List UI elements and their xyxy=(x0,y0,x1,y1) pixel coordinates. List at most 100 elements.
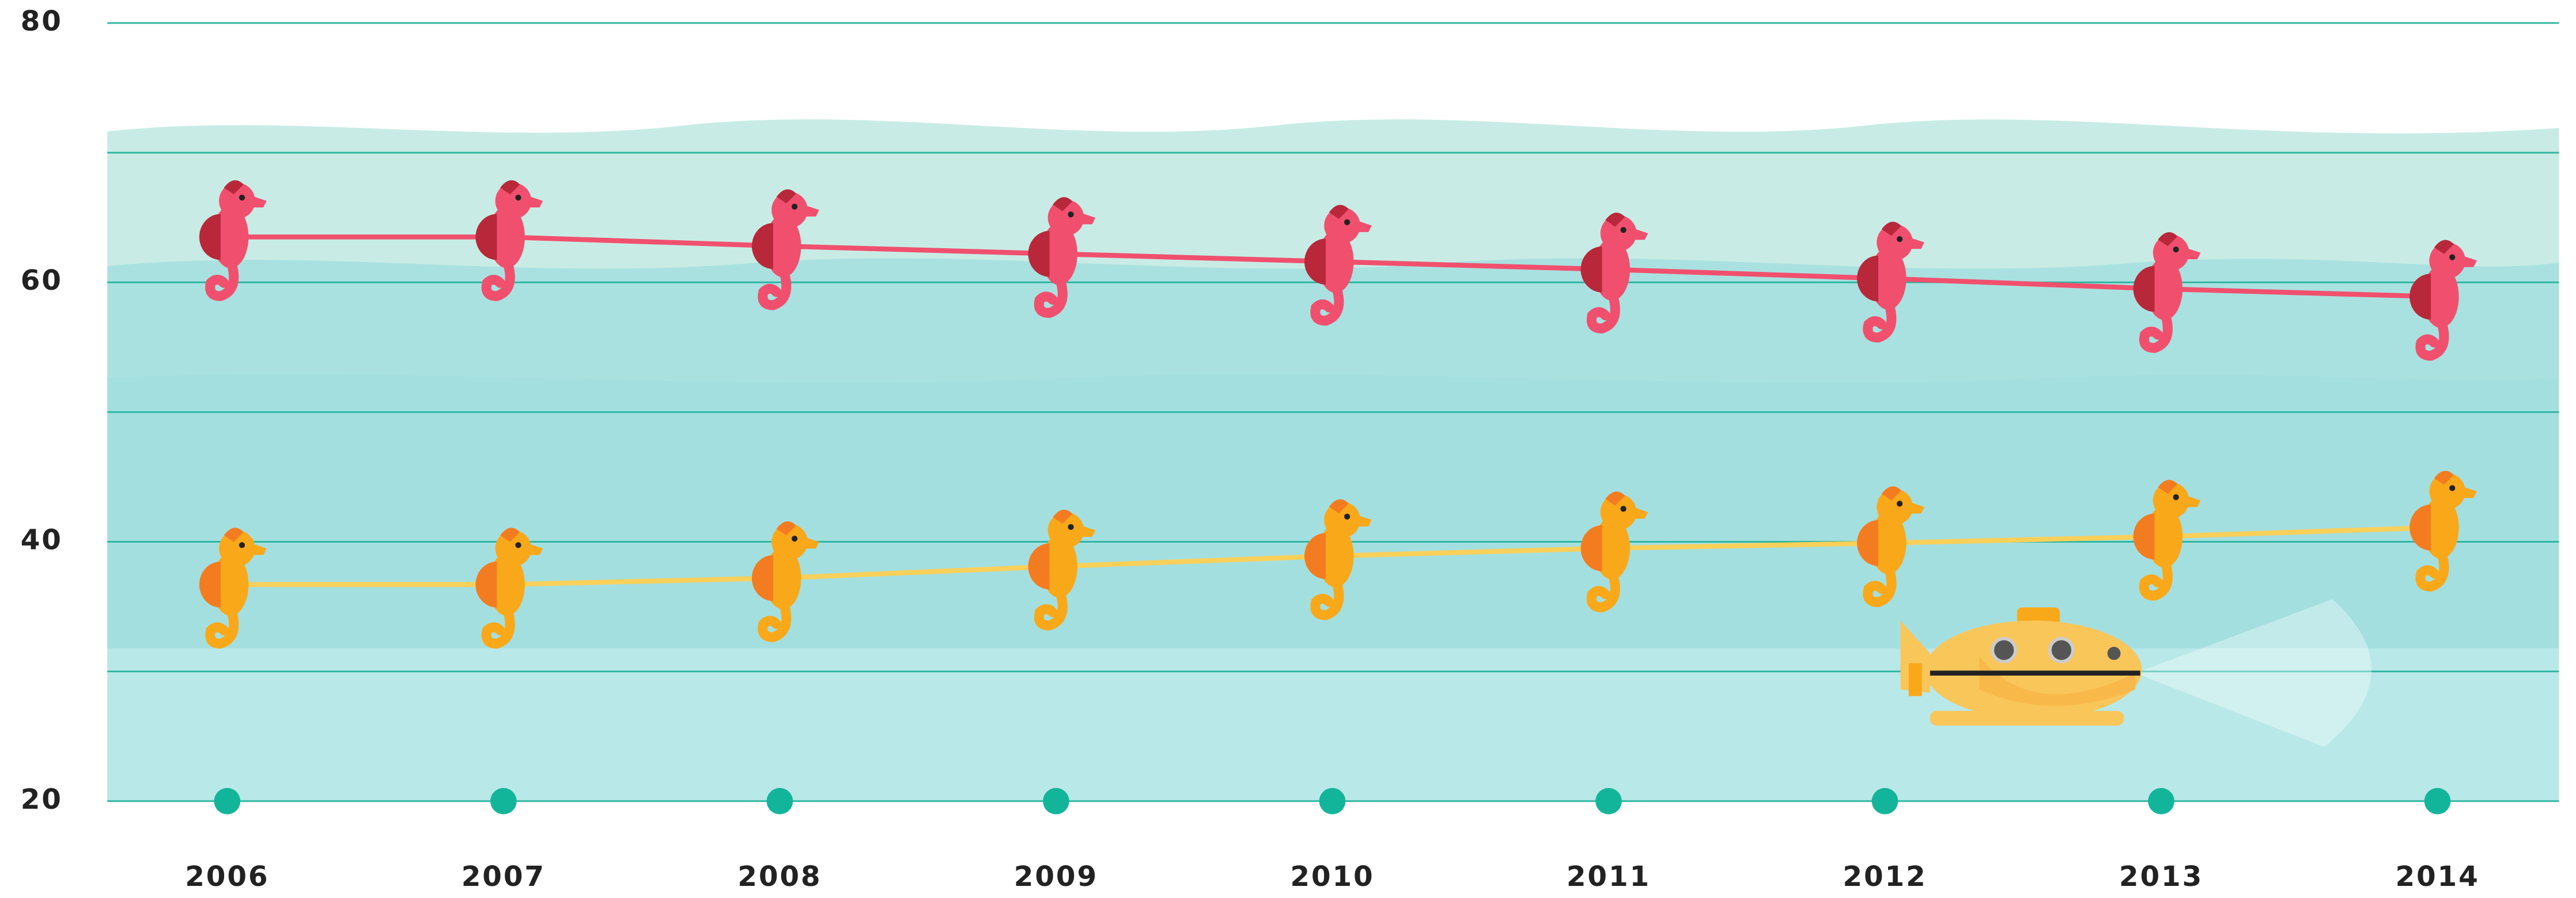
seahorse-marker xyxy=(1028,509,1096,631)
seahorse-marker xyxy=(199,528,267,649)
grid: 20 40 60 80 2006 2007 2008 2009 2010 2011 2012 2013… xyxy=(21,5,2559,893)
seahorse-crest xyxy=(776,521,796,536)
seahorse-head xyxy=(2429,473,2466,510)
seahorse-tail xyxy=(2415,545,2449,592)
seahorse-head xyxy=(1877,488,1913,525)
seahorse-marker xyxy=(1028,197,1096,318)
y-tick-label: 20 xyxy=(21,783,63,816)
seahorse-snout xyxy=(799,203,819,217)
seahorse-tail xyxy=(1863,561,1897,607)
base-dot xyxy=(214,788,241,814)
seahorse-head xyxy=(1600,215,1637,252)
seahorse-fin xyxy=(751,555,773,601)
seahorse-tail xyxy=(2139,554,2173,601)
seahorse-head xyxy=(495,530,532,567)
seahorse-eye xyxy=(1620,227,1626,233)
seahorse-eye xyxy=(1344,513,1351,520)
seahorse-snout xyxy=(1904,236,1924,249)
seahorse-head xyxy=(2429,242,2466,279)
seahorse-crest xyxy=(2158,479,2178,494)
seahorse-body xyxy=(765,215,801,278)
seahorse-tail xyxy=(2415,315,2449,361)
seahorse-snout xyxy=(2457,484,2477,498)
y-tick-label: 80 xyxy=(21,5,63,37)
base-dot xyxy=(1871,788,1898,814)
seahorse-fin xyxy=(1580,246,1602,293)
seahorse-fin xyxy=(199,561,221,608)
seahorse-head xyxy=(1600,494,1637,531)
seahorse-crest xyxy=(1053,509,1073,524)
seahorse-body xyxy=(1594,238,1631,301)
seahorse-crest xyxy=(1329,204,1349,219)
seahorse-head xyxy=(2153,482,2189,519)
y-tick-label: 40 xyxy=(21,524,63,556)
seahorse-crest xyxy=(1605,213,1625,227)
seahorse-body xyxy=(1594,517,1631,579)
base-dot xyxy=(2148,788,2174,814)
seahorse-snout xyxy=(1904,500,1924,514)
seahorse-head xyxy=(771,192,808,228)
seahorse-eye xyxy=(2173,494,2179,501)
base-dot xyxy=(1043,788,1069,814)
x-tick-label: 2010 xyxy=(1290,861,1374,893)
seahorse-snout xyxy=(1076,524,1096,537)
seahorse-body xyxy=(2146,505,2183,568)
seahorse-crest xyxy=(1329,499,1349,514)
seahorse-head xyxy=(1047,199,1084,236)
seahorse-tail xyxy=(758,596,792,642)
seahorse-eye xyxy=(1344,219,1351,225)
seahorse-fin xyxy=(1857,255,1879,302)
base-dot xyxy=(1319,788,1346,814)
seahorse-fin xyxy=(1304,238,1326,285)
seahorse-snout xyxy=(1628,505,1648,519)
seahorse-eye xyxy=(791,536,798,542)
seahorse-crest xyxy=(2434,240,2454,254)
base-dot xyxy=(490,788,517,814)
x-tick-label: 2013 xyxy=(2119,861,2203,893)
seahorse-fin xyxy=(475,214,497,260)
seahorse-body xyxy=(765,547,801,609)
seahorse-eye xyxy=(1068,524,1074,531)
seahorse-tail xyxy=(1310,574,1344,620)
seahorse-snout xyxy=(247,541,267,555)
seahorse-marker xyxy=(1580,491,1648,612)
x-tick-label: 2012 xyxy=(1843,861,1927,893)
seahorse-marker xyxy=(2133,232,2201,353)
x-tick-label: 2006 xyxy=(185,861,269,893)
seahorse-crest xyxy=(224,528,244,542)
seahorse-fin xyxy=(1857,520,1879,566)
seahorse-tail xyxy=(1586,566,1620,612)
x-tick-label: 2008 xyxy=(737,861,822,893)
seahorse-body xyxy=(2422,265,2459,328)
seahorse-head xyxy=(771,524,808,560)
seahorse-body xyxy=(489,206,525,268)
x-tick-label: 2009 xyxy=(1014,861,1098,893)
seahorse-eye xyxy=(2449,485,2456,491)
seahorse-eye xyxy=(515,194,521,201)
seahorse-fin xyxy=(1028,543,1050,590)
seahorse-head xyxy=(495,183,532,219)
seahorse-snout xyxy=(2181,494,2201,507)
seahorse-eye xyxy=(1897,236,1903,243)
submarine xyxy=(1900,599,2372,747)
seahorse-body xyxy=(212,206,249,268)
seahorse-snout xyxy=(523,194,543,208)
seahorse-snout xyxy=(1352,513,1372,526)
seahorse-marker xyxy=(1304,499,1372,620)
seahorse-crest xyxy=(1881,221,1902,236)
seahorse-tail xyxy=(1586,287,1620,334)
seahorse-head xyxy=(2153,234,2189,271)
seahorse-fin xyxy=(2409,504,2431,551)
seahorse-head xyxy=(1324,207,1360,244)
base-dot xyxy=(2424,788,2451,814)
seahorse-eye xyxy=(515,542,521,548)
seahorse-fin xyxy=(751,223,773,270)
seahorse-marker xyxy=(2133,479,2201,601)
seahorse-tail xyxy=(1310,279,1344,326)
seahorse-fin xyxy=(2133,266,2155,312)
seahorse-crest xyxy=(224,180,244,195)
seahorse-crest xyxy=(776,189,796,204)
seahorse-fin xyxy=(1580,525,1602,571)
seahorse-body xyxy=(2146,257,2183,320)
